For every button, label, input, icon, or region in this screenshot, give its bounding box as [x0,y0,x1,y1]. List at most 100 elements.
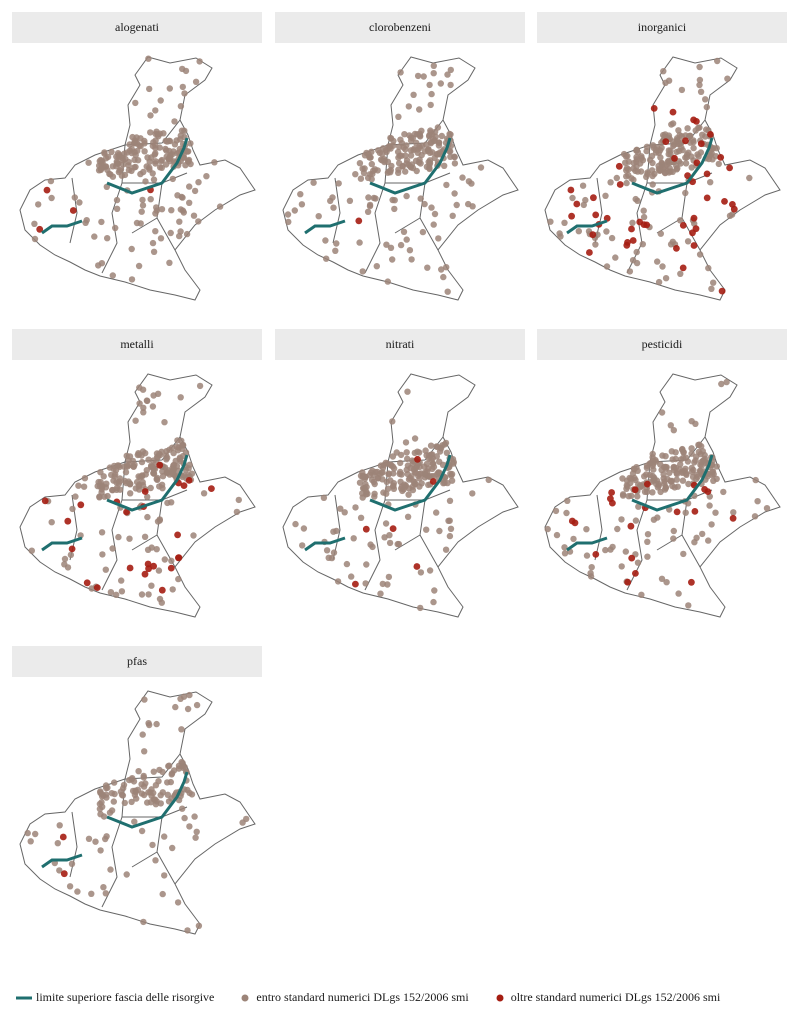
site-point [162,145,169,153]
site-point [420,73,427,80]
site-point [104,235,111,242]
site-point [602,546,609,554]
site-point [638,591,645,598]
site-point [153,546,160,553]
site-point [180,693,188,700]
site-point [430,70,437,77]
site-point [661,163,669,170]
site-point [99,551,106,558]
site-point [668,448,675,455]
site-point [421,471,428,478]
exceedance-point [592,551,600,558]
site-point [410,466,418,473]
exceedance-point [158,586,166,594]
site-point [625,158,632,165]
site-point [359,494,366,501]
site-point [383,478,390,486]
site-point [763,505,771,512]
site-point [168,207,175,214]
site-point [163,469,170,476]
site-point [144,493,151,501]
site-point [357,175,365,182]
exceedance-point [703,194,711,202]
site-point [357,514,365,521]
site-point [438,266,445,273]
site-point [140,918,147,926]
site-point [150,464,158,472]
legend-red-key [496,994,504,1001]
exceedance-point [609,499,616,507]
site-point [104,784,111,791]
site-point [394,148,402,156]
site-point [705,264,712,272]
site-point [103,155,110,162]
site-point [179,442,187,449]
site-point [386,539,394,547]
site-point [127,490,134,497]
site-point [157,97,164,104]
site-point [152,158,159,165]
site-point [113,479,120,486]
site-point [430,598,437,606]
site-point [402,439,410,446]
site-point [682,189,689,197]
site-point [427,442,435,449]
site-point [552,507,560,515]
site-point [670,527,677,535]
site-point [161,419,168,426]
site-point [292,520,299,528]
site-point [379,150,386,158]
site-point [123,871,130,878]
site-point [107,171,114,178]
site-point [121,799,128,807]
site-point [176,232,183,240]
site-point [697,149,705,156]
site-point [411,449,418,457]
site-point [660,131,667,139]
site-point [185,157,192,165]
site-point [108,790,116,797]
site-point [147,196,154,203]
site-point [367,541,374,548]
site-point [108,148,115,156]
exceedance-point [174,531,182,539]
site-point [153,720,160,728]
site-point [130,778,138,785]
risorgive-line [566,454,714,552]
site-point [625,171,632,179]
site-point [417,160,424,167]
site-point [94,482,101,490]
site-point [146,85,153,93]
site-point [649,159,656,167]
site-point [169,844,176,852]
site-point [138,208,145,215]
site-point [191,813,198,820]
exceedance-point [141,488,149,495]
site-point [661,486,669,493]
site-point [176,136,184,143]
exceedance-point [662,138,670,145]
map [282,373,519,618]
site-point [373,263,380,270]
site-point [633,147,640,154]
site-point [158,206,166,213]
site-point [670,535,677,542]
site-point [170,465,178,472]
site-point [405,491,412,498]
exceedance-point [608,489,615,496]
site-point [161,872,168,879]
site-point [443,181,450,189]
site-point [132,99,139,107]
site-point [375,475,382,482]
exceedance-point [123,508,130,516]
exceedance-point [643,221,651,229]
site-point [673,470,681,478]
exceedance-point [568,517,576,525]
site-point [333,240,340,247]
exceedance-point [413,563,421,570]
site-point [395,113,402,121]
site-point [85,835,93,842]
site-point [619,491,627,498]
site-point [136,400,143,407]
site-point [701,451,708,459]
